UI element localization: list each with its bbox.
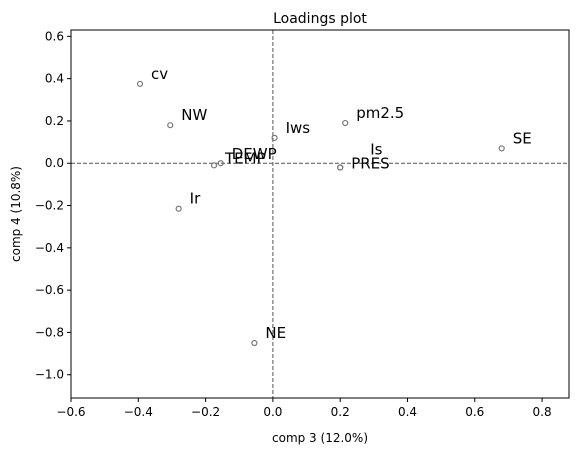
y-tick-label: −0.8 [35, 325, 64, 339]
plot-frame [70, 29, 570, 399]
point-label: NE [265, 324, 286, 342]
data-point [251, 339, 258, 347]
data-point [342, 119, 349, 127]
point-label: TEMP [224, 149, 266, 167]
data-points [136, 80, 505, 347]
x-tick-label: −0.2 [191, 405, 220, 419]
data-point [217, 160, 224, 167]
x-tick-label: 0.6 [465, 405, 484, 419]
y-tick-label: −1.0 [35, 368, 64, 382]
x-tick-label: 0.4 [398, 405, 417, 419]
point-label: pm2.5 [356, 104, 404, 122]
point-label: NW [181, 106, 207, 124]
point-label: Is [370, 140, 382, 158]
data-point [271, 134, 278, 141]
y-tick-label: −0.2 [35, 199, 64, 213]
x-tick-label: −0.6 [56, 405, 85, 419]
point-label: PRES [351, 154, 389, 172]
point-label: Iws [286, 119, 311, 137]
reference-lines [71, 30, 569, 398]
x-axis-title: comp 3 (12.0%) [272, 431, 368, 445]
data-point [210, 162, 218, 169]
y-tick-label: −0.4 [35, 241, 64, 255]
x-tick-label: 0.8 [533, 405, 552, 419]
x-tick-label: −0.4 [124, 405, 153, 419]
data-point [175, 205, 182, 212]
x-tick-label: 0.2 [331, 405, 350, 419]
point-label: SE [513, 129, 532, 147]
y-tick-label: −0.6 [35, 283, 64, 297]
point-label: DEWP [232, 145, 277, 163]
data-point [167, 122, 174, 129]
data-point [136, 80, 144, 88]
x-axis-ticks: −0.6 −0.4 −0.2 0.0 0.2 0.4 0.6 0.8 [56, 398, 552, 419]
chart-title: Loadings plot [273, 11, 367, 27]
y-axis-ticks: 0.6 0.4 0.2 0.0 −0.2 −0.4 −0.6 −0.8 −1.0 [35, 29, 71, 382]
y-tick-label: 0.6 [45, 29, 64, 43]
point-label: Ir [190, 190, 201, 208]
data-point [337, 164, 344, 171]
y-tick-label: 0.0 [45, 156, 64, 170]
x-tick-label: 0.0 [263, 405, 282, 419]
y-axis-title: comp 4 (10.8%) [9, 166, 23, 262]
y-tick-label: 0.4 [45, 72, 64, 86]
data-point [498, 145, 505, 152]
point-label: cv [151, 65, 168, 83]
y-tick-label: 0.2 [45, 114, 64, 128]
